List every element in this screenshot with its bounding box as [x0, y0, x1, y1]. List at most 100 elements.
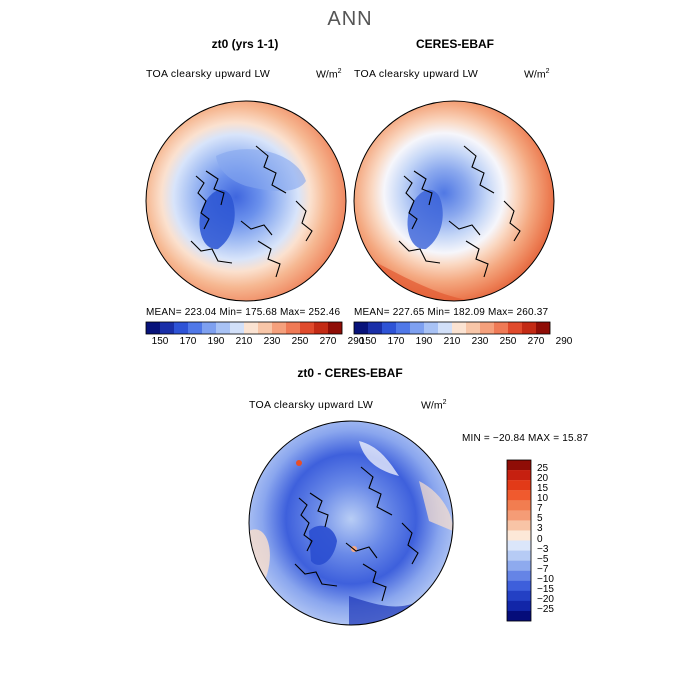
panel-1-title: zt0 (yrs 1-1) — [211, 37, 279, 51]
colorbar-tick: 290 — [555, 336, 573, 347]
diff-panel-variable: TOA clearsky upward LW — [249, 399, 374, 411]
main-title: ANN — [327, 8, 373, 30]
colorbar-swatch — [146, 322, 161, 334]
panel-2-variable: TOA clearsky upward LW — [354, 68, 479, 80]
colorbar-swatch — [507, 500, 531, 511]
colorbar-tick: 7 — [537, 503, 543, 514]
colorbar-swatch — [507, 610, 531, 622]
colorbar-swatch — [507, 590, 531, 602]
colorbar-tick: 20 — [537, 473, 549, 484]
colorbar-swatch — [480, 322, 495, 334]
colorbar-swatch — [314, 322, 329, 334]
colorbar-tick: −5 — [537, 554, 549, 565]
panel-1-colorbar-ticks: 150 170 190 210 230 250 270 290 — [146, 336, 365, 350]
colorbar-tick: 250 — [291, 336, 309, 347]
panel-1-variable: TOA clearsky upward LW — [146, 68, 271, 80]
diff-polar-map — [248, 420, 454, 626]
colorbar-tick: 230 — [471, 336, 489, 347]
colorbar-tick: 270 — [527, 336, 545, 347]
colorbar-tick: 190 — [207, 336, 225, 347]
colorbar-tick: 0 — [537, 534, 543, 545]
colorbar-swatch — [507, 530, 531, 541]
colorbar-swatch — [438, 322, 453, 334]
colorbar-swatch — [507, 570, 531, 581]
colorbar-tick: 210 — [235, 336, 253, 347]
colorbar-tick: 15 — [537, 483, 549, 494]
colorbar-tick: 270 — [319, 336, 337, 347]
colorbar-swatch — [507, 510, 531, 521]
colorbar-swatch — [354, 322, 369, 334]
colorbar-swatch — [396, 322, 411, 334]
colorbar-swatch — [507, 580, 531, 592]
colorbar-swatch — [410, 322, 425, 334]
panel-2-units: W/m2 — [524, 68, 550, 81]
panel-2-stats: MEAN= 227.65 Min= 182.09 Max= 260.37 — [354, 307, 549, 318]
colorbar-tick: −10 — [537, 574, 554, 585]
colorbar-tick: 290 — [347, 336, 365, 347]
colorbar-swatch — [507, 550, 531, 561]
colorbar-tick: 150 — [151, 336, 169, 347]
colorbar-tick: −25 — [537, 604, 554, 615]
colorbar-swatch — [188, 322, 203, 334]
colorbar-swatch — [522, 322, 537, 334]
colorbar-tick: −3 — [537, 544, 549, 555]
colorbar-tick: −20 — [537, 594, 554, 605]
colorbar-swatch — [272, 322, 287, 334]
colorbar-swatch — [230, 322, 245, 334]
colorbar-swatch — [507, 600, 531, 612]
colorbar-swatch — [202, 322, 217, 334]
colorbar-swatch — [507, 560, 531, 571]
colorbar-swatch — [507, 540, 531, 551]
colorbar-swatch — [507, 480, 531, 491]
diff-panel-stats: MIN = −20.84 MAX = 15.87 — [462, 433, 589, 444]
colorbar-border — [506, 459, 532, 622]
colorbar-swatch — [382, 322, 397, 334]
colorbar-swatch — [507, 470, 531, 481]
colorbar-swatch — [494, 322, 509, 334]
diff-panel-title: zt0 - CERES-EBAF — [297, 366, 403, 380]
colorbar-swatch — [424, 322, 439, 334]
colorbar-swatch — [258, 322, 273, 334]
colorbar-tick: 25 — [537, 463, 549, 474]
colorbar-border — [145, 321, 343, 335]
colorbar-swatch — [244, 322, 259, 334]
panel-2-colorbar — [353, 321, 551, 335]
colorbar-tick: 210 — [443, 336, 461, 347]
colorbar-tick: 3 — [537, 523, 543, 534]
colorbar-swatch — [507, 520, 531, 531]
colorbar-swatch — [216, 322, 231, 334]
colorbar-tick: 10 — [537, 493, 549, 504]
colorbar-tick: 170 — [387, 336, 405, 347]
colorbar-swatch — [174, 322, 189, 334]
colorbar-tick: 150 — [359, 336, 377, 347]
colorbar-tick: 250 — [499, 336, 517, 347]
diff-panel-units: W/m2 — [421, 399, 447, 412]
colorbar-tick: −7 — [537, 564, 549, 575]
colorbar-border — [353, 321, 551, 335]
panel-2-polar-map — [353, 100, 555, 302]
colorbar-swatch — [368, 322, 383, 334]
colorbar-tick: 190 — [415, 336, 433, 347]
panel-2-title: CERES-EBAF — [415, 37, 494, 51]
colorbar-swatch — [328, 322, 343, 334]
panel-2-colorbar-ticks: 150 170 190 210 230 250 270 290 — [354, 336, 573, 350]
colorbar-swatch — [536, 322, 551, 334]
colorbar-swatch — [452, 322, 467, 334]
colorbar-swatch — [300, 322, 315, 334]
colorbar-swatch — [286, 322, 301, 334]
diff-colorbar — [506, 459, 532, 622]
colorbar-tick: 230 — [263, 336, 281, 347]
panel-1-colorbar — [145, 321, 343, 335]
colorbar-swatch — [508, 322, 523, 334]
panel-1-units: W/m2 — [316, 68, 342, 81]
colorbar-tick: 5 — [537, 513, 543, 524]
panel-1-stats: MEAN= 223.04 Min= 175.68 Max= 252.46 — [146, 307, 341, 318]
panel-1-polar-map — [145, 100, 347, 302]
colorbar-swatch — [466, 322, 481, 334]
diff-colorbar-ticks: 25 20 15 10 7 5 3 0 −3 −5 −7 −10 −15 −20… — [537, 460, 577, 630]
colorbar-swatch — [507, 460, 531, 471]
colorbar-tick: −15 — [537, 584, 554, 595]
colorbar-swatch — [507, 490, 531, 501]
colorbar-tick: 170 — [179, 336, 197, 347]
colorbar-swatch — [160, 322, 175, 334]
